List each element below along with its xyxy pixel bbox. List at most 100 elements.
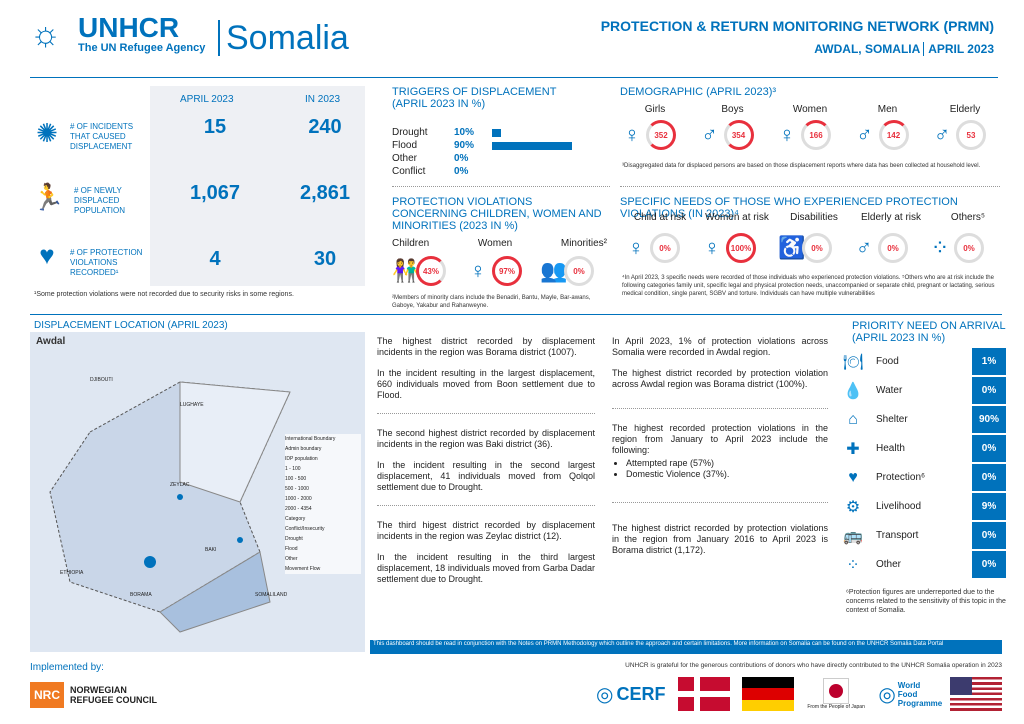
protection-icon: ♥: [848, 468, 858, 486]
triggers-chart: Drought 10% Flood 90% Other 0% Conflict 0%: [392, 126, 592, 178]
divider: [620, 186, 1000, 187]
disclaimer-bar[interactable]: This dashboard should be read in conjunc…: [370, 640, 1002, 654]
divider: [377, 413, 595, 414]
triggers-title: TRIGGERS OF DISPLACEMENT (APRIL 2023 IN …: [392, 86, 557, 110]
protection-hands-icon: ♥: [39, 240, 55, 270]
ring-women: 97%: [492, 256, 522, 286]
trigger-row: Drought 10%: [392, 126, 592, 139]
trigger-bar-flood: [492, 141, 572, 150]
needs-note: ⁴In April 2023, 3 specific needs were re…: [622, 275, 995, 297]
map-label: DJIBOUTI: [90, 377, 113, 383]
kpi-footnote: ¹Some protection violations were not rec…: [34, 291, 294, 298]
demographic-rings: ♀ 352 ♂ 354 ♀ 166 ♂ 142 ♂ 53: [622, 120, 1002, 150]
divider: [392, 186, 610, 187]
kpi-displaced-month: 1,067: [189, 182, 241, 204]
violation-minorities: 👥 0%: [540, 256, 594, 286]
man-icon: ♂: [856, 122, 873, 147]
priority-row-food: 🍽 Food 1%: [838, 348, 1006, 375]
priority-title: PRIORITY NEED ON ARRIVAL (APRIL 2023 IN …: [852, 320, 1006, 344]
kpi-displaced-year: 2,861: [299, 182, 351, 204]
ring-children: 43%: [416, 256, 446, 286]
running-person-icon: 🏃: [32, 182, 65, 212]
priority-row-transport: 🚌 Transport 0%: [838, 522, 1006, 549]
elderly-icon: ♂: [933, 122, 951, 147]
trigger-row: Other 0%: [392, 153, 469, 164]
kpi-col1-header: APRIL 2023: [180, 94, 234, 105]
demo-girls: ♀ 352: [622, 120, 692, 150]
dots-icon: ⁘: [930, 235, 950, 260]
map-label: LUGHAYE: [180, 402, 204, 408]
elderly-icon: ♂: [855, 235, 873, 260]
needs-labels: Child at risk Women at risk Disabilities…: [633, 212, 986, 223]
paragraph: The highest district recorded by protect…: [612, 368, 828, 389]
divider: [377, 505, 595, 506]
priority-row-other: ⁘ Other 0%: [838, 551, 1006, 578]
woman-icon: ♀: [703, 235, 721, 260]
implemented-by: Implemented by:: [30, 662, 104, 673]
priority-row-health: ✚ Health 0%: [838, 435, 1006, 462]
country-title: Somalia: [218, 20, 349, 56]
paragraph: The highest recorded protection violatio…: [612, 423, 828, 455]
text-column-1: The highest district recorded by displac…: [377, 336, 595, 585]
cerf-logo: ◎ CERF: [596, 683, 666, 706]
needs-rings: ♀ 0% ♀ 100% ♿ 0% ♂ 0% ⁘ 0%: [626, 233, 1002, 263]
org-tagline: The UN Refugee Agency: [78, 42, 206, 54]
bus-icon: 🚌: [843, 527, 863, 545]
demo-women: ♀ 166: [777, 120, 847, 150]
divider: [612, 408, 828, 409]
priority-list: 🍽 Food 1% 💧 Water 0% ⌂ Shelter 90% ✚ Health 0% ♥…: [838, 348, 1006, 578]
violation-list: Attempted rape (57%) Domestic Violence (…: [626, 458, 828, 480]
boy-icon: ♂: [701, 122, 718, 147]
paragraph: The second highest district recorded by …: [377, 428, 595, 449]
map-legend: International Boundary Admin boundary IDP …: [285, 434, 361, 574]
demo-men: ♂ 142: [855, 120, 925, 150]
livelihood-icon: ⚙: [845, 498, 861, 516]
violations-note: ²Members of minority clans include the B…: [392, 295, 591, 309]
japan-logo: From the People of Japan: [806, 678, 866, 710]
nrc-logo: NRC NORWEGIAN REFUGEE COUNCIL: [30, 682, 160, 708]
district-borama: [159, 551, 271, 633]
woman-icon: ♀: [778, 122, 796, 147]
org-name: UNHCR: [78, 12, 180, 43]
priority-row-protection: ♥ Protection⁶ 0%: [838, 464, 1006, 491]
district-zeylac: [179, 381, 291, 503]
food-icon: 🍽: [842, 353, 864, 371]
list-item: Attempted rape (57%): [626, 458, 828, 469]
children-icon: 👫: [392, 258, 420, 283]
demographic-title: DEMOGRAPHIC (APRIL 2023)³: [620, 86, 777, 98]
unhcr-logo: ☼ UNHCR The UN Refugee Agency: [30, 14, 220, 66]
list-item: Domestic Violence (37%).: [626, 469, 828, 480]
donor-logos: ◎ CERF From the People of Japan ◎ World Fo…: [596, 672, 1002, 716]
dots-icon: ⁘: [846, 556, 860, 574]
kpi-label-violations: # OF PROTECTION VIOLATIONS RECORDED¹: [70, 248, 143, 277]
trigger-row: Conflict 0%: [392, 166, 469, 177]
kpi-panel: [150, 86, 365, 286]
ring-minorities: 0%: [564, 256, 594, 286]
priority-row-shelter: ⌂ Shelter 90%: [838, 406, 1006, 433]
un-emblem-icon: ◎: [596, 683, 614, 706]
map-label: ZEYLAC: [170, 482, 190, 488]
section-divider: [30, 314, 1002, 315]
group-icon: 👥: [540, 258, 568, 283]
map-label: BORAMA: [130, 592, 152, 598]
donor-thanks: UNHCR is grateful for the generous contr…: [625, 662, 1002, 669]
woman-icon: ♀: [469, 258, 487, 283]
kpi-violations-year: 30: [313, 248, 337, 270]
unhcr-emblem-icon: ☼: [30, 14, 62, 53]
trigger-bar-drought: [492, 128, 501, 137]
wfp-emblem-icon: ◎: [878, 683, 896, 706]
kpi-incidents-month: 15: [203, 116, 227, 138]
idp-point: [177, 494, 183, 500]
kpi-label-incidents: # OF INCIDENTS THAT CAUSED DISPLACEMENT: [70, 122, 134, 151]
paragraph: In April 2023, 1% of protection violatio…: [612, 336, 828, 357]
paragraph: In the incident resulting in the largest…: [377, 368, 595, 400]
displacement-map[interactable]: Awdal DJIBOUTI ETHIOPIA LUGHAYE BAKI BOR…: [30, 332, 365, 652]
text-column-2: In April 2023, 1% of protection violatio…: [612, 336, 828, 556]
region-period: AWDAL, SOMALIA APRIL 2023: [814, 42, 994, 56]
violations-title: PROTECTION VIOLATIONS CONCERNING CHILDRE…: [392, 196, 602, 232]
demo-elderly: ♂ 53: [932, 120, 1002, 150]
violation-women: ♀ 97%: [468, 256, 522, 286]
map-title: DISPLACEMENT LOCATION (APRIL 2023): [34, 320, 228, 331]
paragraph: The third higest district recorded by di…: [377, 520, 595, 541]
priority-note: ⁶Protection figures are underreported du…: [846, 589, 1006, 614]
